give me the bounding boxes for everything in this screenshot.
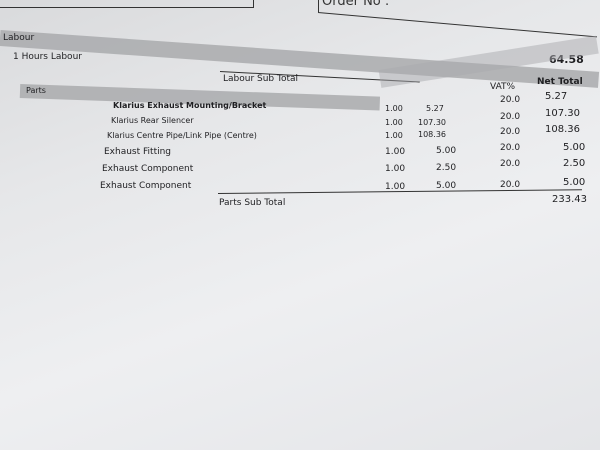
cell-vat: 20.0: [500, 159, 521, 169]
cell-price: 2.50: [436, 163, 457, 173]
labour-subtotal-label: Labour Sub Total: [223, 74, 299, 84]
cell-description: Klarius Exhaust Mounting/Bracket: [113, 101, 267, 110]
cell-description: Klarius Rear Silencer: [111, 116, 194, 125]
cell-qty: 1.00: [385, 131, 403, 140]
column-net-total: Net Total: [537, 77, 583, 87]
cell-qty: 1.00: [385, 118, 403, 127]
cell-net: 5.00: [563, 177, 586, 188]
cell-vat: 20.0: [500, 112, 521, 122]
header-box-order: [318, 0, 600, 12]
cell-vat: 20.0: [500, 180, 521, 190]
column-vat: VAT%: [490, 82, 516, 92]
cell-price: 5.27: [426, 104, 444, 113]
parts-section-label: Parts: [26, 86, 46, 95]
cell-vat: 20.0: [500, 127, 521, 137]
cell-qty: 1.00: [385, 104, 403, 113]
cell-price: 5.00: [436, 181, 457, 191]
header-box-left: [0, 0, 254, 8]
cell-price: 108.36: [418, 130, 446, 139]
cell-description: Exhaust Component: [102, 164, 194, 174]
cell-description: Klarius Centre Pipe/Link Pipe (Centre): [107, 131, 257, 140]
cell-description: Exhaust Component: [100, 181, 192, 191]
cell-qty: 1.00: [385, 164, 406, 174]
cell-net: 108.36: [545, 124, 580, 135]
cell-qty: 1.00: [385, 147, 406, 157]
parts-subtotal: 233.43: [552, 194, 587, 205]
cell-description: Exhaust Fitting: [104, 147, 172, 157]
cell-net: 107.30: [545, 108, 580, 119]
cell-qty: 1.00: [385, 182, 406, 192]
order-no-label: Order No :: [322, 0, 390, 9]
cell-net: 5.00: [563, 142, 586, 153]
divider: [317, 12, 597, 38]
cell-net: 2.50: [563, 158, 586, 169]
cell-vat: 20.0: [500, 143, 521, 153]
cell-net: 5.27: [545, 91, 568, 102]
parts-subtotal-label: Parts Sub Total: [219, 198, 286, 208]
cell-vat: 20.0: [500, 95, 521, 105]
labour-item: 1 Hours Labour: [13, 52, 82, 62]
cell-price: 107.30: [418, 118, 446, 127]
labour-section-label: Labour: [3, 33, 35, 43]
cell-price: 5.00: [436, 146, 457, 156]
